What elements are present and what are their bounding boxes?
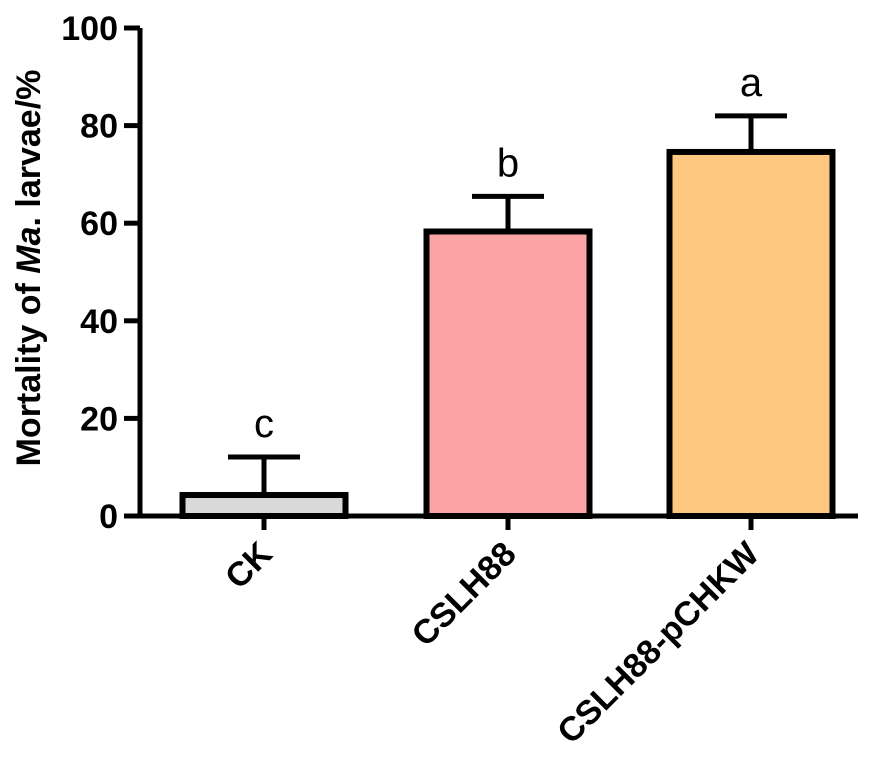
y-tick-label: 20 <box>80 400 118 438</box>
bars: c b a <box>179 61 836 530</box>
significance-label: c <box>254 402 274 446</box>
y-tick-label: 40 <box>80 303 118 341</box>
significance-label: b <box>497 141 519 185</box>
bar-cslh88-pchkw <box>666 148 836 519</box>
x-tick-labels: CK CSLH88 CSLH88-pCHKW <box>218 534 767 751</box>
y-axis-title-prefix: Mortality of <box>10 274 48 467</box>
x-tick-label: CSLH88 <box>405 535 524 654</box>
y-tick-label: 80 <box>80 108 118 146</box>
y-axis-title: Mortality of Ma. larvae/% <box>10 70 48 467</box>
x-tick-label: CK <box>218 534 280 596</box>
y-tick-label: 100 <box>61 10 118 48</box>
x-tick-label: CSLH88-pCHKW <box>550 534 767 751</box>
y-tick-label: 60 <box>80 205 118 243</box>
y-ticks: 0 20 40 60 80 100 <box>61 10 140 536</box>
bar-cslh88 <box>423 228 593 519</box>
significance-label: a <box>740 61 763 105</box>
axes <box>137 28 858 519</box>
bar-ck <box>179 492 349 519</box>
y-tick-label: 0 <box>99 498 118 536</box>
y-axis-title-suffix: . larvae/% <box>10 70 48 227</box>
y-axis-title-italic: Ma <box>10 226 48 273</box>
